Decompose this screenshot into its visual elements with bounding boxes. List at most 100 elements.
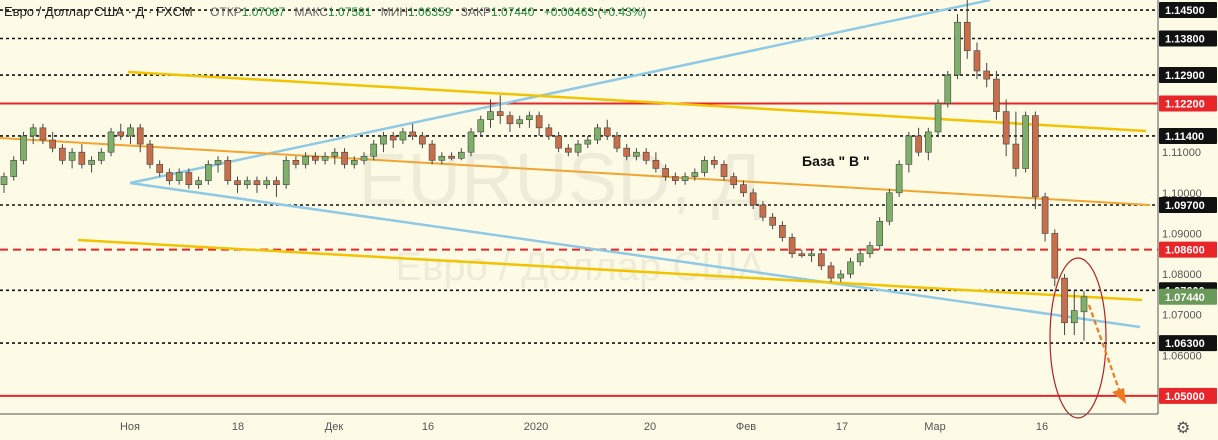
candle-body xyxy=(769,216,776,226)
x-tick-label: 16 xyxy=(422,421,434,433)
price-label-text: 1.14500 xyxy=(1165,5,1205,17)
trendlines xyxy=(0,0,1151,329)
low-label: МИН xyxy=(380,5,409,19)
candle-body xyxy=(205,164,212,181)
candle-body xyxy=(672,176,679,181)
candle-body xyxy=(448,155,455,159)
price-label-box xyxy=(1159,387,1217,404)
candle-body xyxy=(691,172,699,177)
candle-body xyxy=(0,176,8,185)
candle-body xyxy=(798,253,806,257)
close-label: ЗАКР xyxy=(460,5,492,19)
candle-body xyxy=(321,155,329,161)
candle-body xyxy=(166,172,173,181)
candle-body xyxy=(574,143,582,153)
blue-trendline-upper xyxy=(129,0,991,185)
forecast-arrow xyxy=(1087,304,1124,399)
price-label-box xyxy=(1159,335,1217,352)
y-tick-labels: 1.11000 1.10000 1.09000 1.08000 1.07000 1.060… xyxy=(1162,147,1202,362)
candle-body xyxy=(749,192,757,206)
symbol-title: Евро / Доллар США · Д · FXCM xyxy=(4,4,193,19)
open-value: 1.07067 xyxy=(241,5,286,19)
candle-body xyxy=(331,151,339,157)
candle-body xyxy=(555,135,562,149)
candle-body xyxy=(78,151,86,165)
candle-body xyxy=(993,78,1000,112)
candle-body xyxy=(701,160,708,173)
chart-header: Евро / Доллар США · Д · FXCM ОТКР1.07067… xyxy=(4,4,647,19)
candle-body xyxy=(477,119,485,133)
candle-body xyxy=(808,253,815,257)
price-label-text: 1.08600 xyxy=(1165,245,1205,257)
candle-body xyxy=(399,131,407,141)
price-label-box xyxy=(1159,67,1217,84)
horizontal-levels xyxy=(0,9,1158,397)
candle-body xyxy=(506,115,514,125)
price-label-box xyxy=(1159,197,1217,213)
candle-body xyxy=(312,155,319,161)
candle-body xyxy=(195,180,202,185)
x-tick-label: 17 xyxy=(836,421,848,433)
candle-body xyxy=(886,192,893,222)
candle-body xyxy=(584,139,592,145)
candle-body xyxy=(613,135,621,149)
high-value: 1.07581 xyxy=(328,5,372,19)
x-tick-label: 16 xyxy=(1036,421,1048,433)
candle-body xyxy=(720,164,728,177)
candle-body xyxy=(146,143,154,165)
plot-background xyxy=(0,0,1158,414)
price-label-box xyxy=(1159,127,1217,144)
candle-body xyxy=(175,172,183,181)
price-label-text: 1.09700 xyxy=(1165,200,1205,212)
base-b-label: База " B " xyxy=(802,153,870,169)
yellow-channel-lower xyxy=(77,238,1143,302)
candle-body xyxy=(779,225,786,238)
gear-icon[interactable]: ⚙ xyxy=(1176,418,1191,437)
candle-body xyxy=(1080,296,1088,313)
candle-body xyxy=(1032,115,1039,198)
candle-body xyxy=(603,127,611,137)
candle-body xyxy=(496,111,504,116)
candle-body xyxy=(934,103,942,133)
orange-midline xyxy=(0,137,1151,206)
candle-body xyxy=(594,127,601,141)
candle-body xyxy=(662,168,669,177)
candle-body xyxy=(185,172,193,185)
candle-body xyxy=(516,119,523,125)
blue-trendline-lower xyxy=(129,181,1141,329)
open-label: ОТКР xyxy=(210,5,242,19)
candle-body xyxy=(565,147,572,153)
candle-body xyxy=(973,50,981,72)
candle-body xyxy=(837,273,845,279)
y-tick-label: 1.10000 xyxy=(1162,188,1202,200)
candle-body xyxy=(847,261,854,275)
candle-body xyxy=(905,135,913,165)
candle-body xyxy=(526,115,533,121)
watermark-name: Евро / Доллар США xyxy=(395,245,765,289)
highlight-ellipse xyxy=(1049,257,1107,419)
y-tick-label: 1.07000 xyxy=(1162,310,1202,322)
x-tick-label: 2020 xyxy=(524,421,548,433)
candle-body xyxy=(59,147,66,161)
candle-body xyxy=(866,245,874,255)
close-value: 1.07440 xyxy=(491,5,535,19)
price-label-text: 1.12900 xyxy=(1165,70,1205,82)
candle-body xyxy=(350,160,358,165)
price-label-text: 1.12200 xyxy=(1165,98,1205,110)
price-label-box xyxy=(1159,30,1217,47)
x-tick-labels: Ноя 18 Дек 16 2020 20 Фев 17 Мар 16 xyxy=(120,421,1048,433)
candle-body xyxy=(419,135,426,145)
candle-body xyxy=(127,127,134,137)
x-tick-label: Ноя xyxy=(120,421,140,433)
candle-body xyxy=(1041,196,1049,234)
price-label-box xyxy=(1159,288,1217,305)
candle-body xyxy=(1002,111,1010,145)
candle-body xyxy=(535,115,543,129)
candle-body xyxy=(545,127,553,137)
candle-body xyxy=(282,160,290,185)
candle-body xyxy=(380,135,387,145)
candle-body xyxy=(963,21,971,51)
